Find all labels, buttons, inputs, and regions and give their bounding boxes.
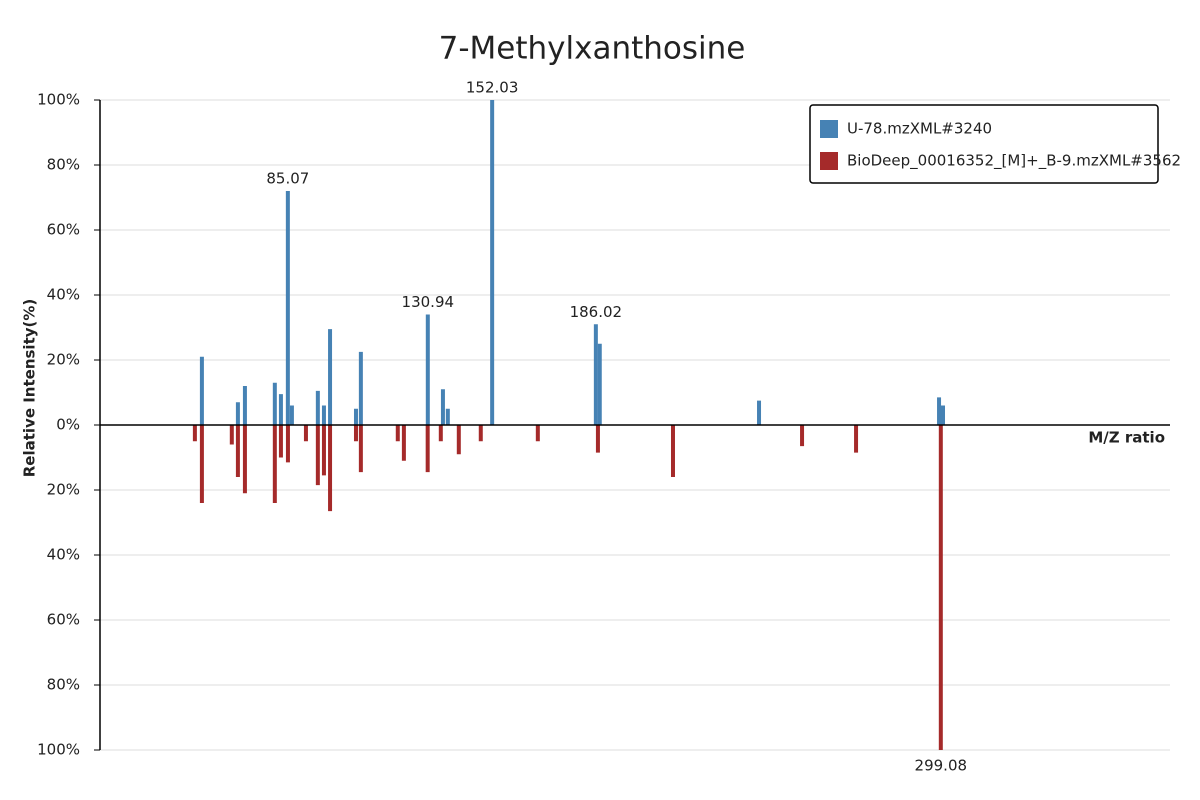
peak-bar xyxy=(199,425,204,503)
legend-swatch xyxy=(820,152,838,170)
peak-bar xyxy=(937,397,942,425)
peak-bar xyxy=(941,405,946,425)
y-tick-label: 40% xyxy=(47,546,80,564)
peak-bar xyxy=(303,425,308,442)
peak-bar xyxy=(440,389,445,425)
peak-label: 85.07 xyxy=(266,170,309,188)
peak-bar xyxy=(278,394,283,425)
peak-bar xyxy=(315,425,320,486)
peak-bar xyxy=(597,343,602,425)
peak-bar xyxy=(353,408,358,425)
peak-bar xyxy=(395,425,400,442)
peak-bar xyxy=(445,408,450,425)
peak-bar xyxy=(800,425,805,447)
y-tick-label: 60% xyxy=(47,221,80,239)
series xyxy=(199,100,946,425)
peak-bar xyxy=(285,191,290,425)
peak-bar xyxy=(278,425,283,458)
peak-bar xyxy=(358,425,363,473)
peak-bar xyxy=(593,324,598,425)
y-tick-label: 20% xyxy=(47,481,80,499)
peak-bar xyxy=(192,425,197,442)
peak-bar xyxy=(229,425,234,445)
peak-bar xyxy=(358,351,363,425)
peak-bar xyxy=(235,402,240,425)
y-axis-label: Relative Intensity(%) xyxy=(21,299,39,478)
peak-bar xyxy=(321,405,326,425)
legend-box xyxy=(809,104,1159,184)
peak-bar xyxy=(272,425,277,503)
y-tick-label: 100% xyxy=(37,741,80,759)
y-tick-label: 40% xyxy=(47,286,80,304)
peak-bar xyxy=(315,390,320,425)
peak-bar xyxy=(438,425,443,442)
peak-bar xyxy=(670,425,675,477)
peak-label: 130.94 xyxy=(402,293,455,311)
peak-bar xyxy=(401,425,406,461)
peak-bar xyxy=(425,425,430,473)
peak-bar xyxy=(938,425,943,750)
peak-bar xyxy=(478,425,483,442)
peak-bar xyxy=(535,425,540,442)
y-tick-label: 20% xyxy=(47,351,80,369)
peak-bar xyxy=(353,425,358,442)
peak-label: 186.02 xyxy=(570,303,623,321)
y-tick-label: 80% xyxy=(47,156,80,174)
peak-bar xyxy=(328,425,333,512)
y-tick-label: 0% xyxy=(56,416,80,434)
series xyxy=(192,425,943,750)
chart-title: 7-Methylxanthosine xyxy=(439,31,746,67)
x-axis-label: M/Z ratio xyxy=(1088,429,1165,447)
peak-bar xyxy=(199,356,204,425)
peak-bar xyxy=(285,425,290,463)
peak-bar xyxy=(425,314,430,425)
y-tick-label: 100% xyxy=(37,91,80,109)
legend-label: BioDeep_00016352_[M]+_B-9.mzXML#3562 xyxy=(847,152,1181,171)
peak-bar xyxy=(242,386,247,425)
peak-bar xyxy=(490,100,495,425)
peak-bar xyxy=(456,425,461,455)
peak-bar xyxy=(289,405,294,425)
peak-bar xyxy=(757,400,762,425)
legend-label: U-78.mzXML#3240 xyxy=(847,120,992,138)
peak-bar xyxy=(272,382,277,425)
peak-bar xyxy=(235,425,240,477)
peak-label: 299.08 xyxy=(915,757,968,775)
peak-bar xyxy=(321,425,326,476)
peak-bar xyxy=(242,425,247,494)
legend-swatch xyxy=(820,120,838,138)
y-tick-label: 60% xyxy=(47,611,80,629)
peak-label: 152.03 xyxy=(466,79,519,97)
y-tick-label: 80% xyxy=(47,676,80,694)
peak-bar xyxy=(854,425,859,453)
peak-bar xyxy=(595,425,600,453)
peak-bar xyxy=(328,329,333,425)
